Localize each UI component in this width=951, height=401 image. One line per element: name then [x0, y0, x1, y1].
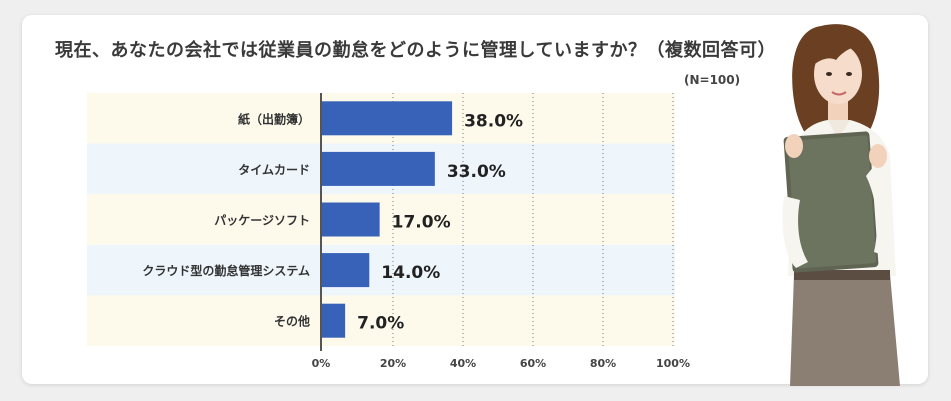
bar	[321, 202, 380, 237]
x-tick-label: 40%	[450, 357, 476, 370]
sample-size-label: (N=100)	[684, 73, 741, 87]
woman-holding-binder-illustration	[782, 24, 900, 386]
x-tick-label: 20%	[380, 357, 406, 370]
row-background	[87, 295, 675, 346]
chart-title: 現在、あなたの会社では従業員の勤怠をどのように管理していますか？（複数回答可）	[55, 40, 776, 61]
x-tick-label: 60%	[520, 357, 546, 370]
row-background	[87, 244, 675, 296]
category-label: その他	[274, 314, 310, 329]
value-label: 38.0%	[464, 111, 523, 131]
x-tick-label: 100%	[656, 357, 690, 370]
category-label: クラウド型の勤怠管理システム	[142, 263, 310, 278]
bar	[321, 253, 370, 288]
value-label: 33.0%	[447, 162, 506, 182]
row-background	[87, 194, 675, 245]
bar	[321, 101, 453, 136]
value-label: 14.0%	[381, 263, 440, 283]
bar	[321, 151, 435, 186]
category-label: パッケージソフト	[214, 214, 310, 228]
x-tick-label: 0%	[312, 357, 331, 370]
x-tick-label: 80%	[590, 357, 616, 370]
category-label: タイムカード	[238, 163, 310, 177]
bar	[321, 303, 346, 338]
category-label: 紙（出勤簿）	[238, 111, 310, 126]
value-label: 7.0%	[357, 314, 404, 334]
value-label: 17.0%	[392, 213, 451, 233]
